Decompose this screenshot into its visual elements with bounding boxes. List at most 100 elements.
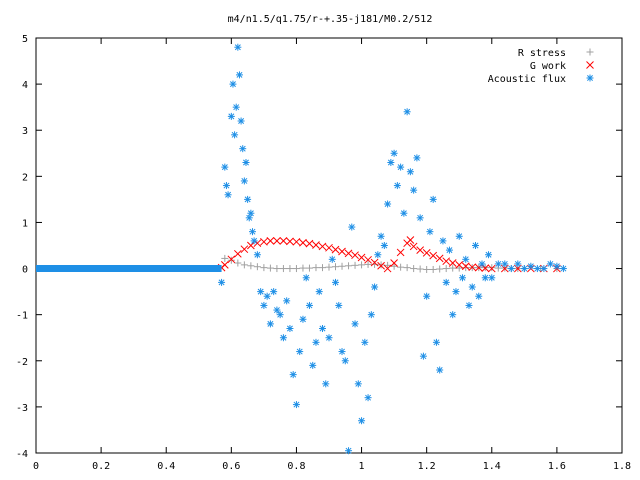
- data-point: [390, 259, 398, 267]
- data-point: [361, 338, 369, 346]
- data-point: [253, 263, 261, 271]
- data-point: [325, 334, 333, 342]
- y-tick-label: 2: [22, 172, 28, 183]
- x-tick-label: 1.6: [548, 461, 566, 472]
- y-tick-label: -1: [16, 311, 28, 322]
- data-point: [403, 264, 411, 272]
- data-point: [224, 191, 232, 199]
- data-point: [358, 417, 366, 425]
- y-tick-label: 4: [22, 80, 28, 91]
- data-point: [488, 264, 496, 272]
- x-tick-label: 0: [33, 461, 39, 472]
- data-point: [487, 264, 496, 273]
- x-tick-label: 1: [359, 461, 365, 472]
- data-point: [452, 288, 460, 296]
- data-point: [357, 253, 366, 262]
- data-point: [410, 186, 418, 194]
- data-point: [240, 261, 248, 269]
- data-point: [472, 242, 479, 249]
- data-point: [253, 251, 261, 259]
- data-point: [351, 251, 359, 260]
- data-point: [220, 261, 229, 269]
- data-point: [481, 274, 489, 282]
- data-point: [377, 232, 385, 240]
- data-point: [279, 334, 287, 342]
- x-tick-label: 1.4: [483, 461, 501, 472]
- data-point: [266, 320, 274, 328]
- data-point: [455, 264, 463, 272]
- data-point: [410, 265, 418, 273]
- data-point: [426, 228, 434, 236]
- data-point: [270, 288, 278, 296]
- legend-label: Acoustic flux: [488, 74, 566, 85]
- data-point: [260, 237, 268, 246]
- data-point: [266, 237, 275, 245]
- legend-label: R stress: [518, 48, 566, 59]
- y-tick-label: 1: [22, 218, 28, 229]
- data-point: [380, 242, 388, 249]
- data-point: [244, 195, 252, 203]
- data-point: [247, 262, 255, 270]
- data-point: [390, 262, 398, 270]
- data-point: [286, 237, 294, 246]
- data-point: [413, 154, 421, 162]
- data-point: [455, 261, 464, 269]
- data-point: [299, 315, 307, 323]
- legend-label: G work: [530, 61, 566, 72]
- data-point: [231, 131, 239, 139]
- data-point: [344, 249, 353, 258]
- data-point: [442, 265, 450, 273]
- data-point: [247, 241, 255, 250]
- data-point: [416, 214, 424, 222]
- data-point: [559, 265, 567, 273]
- data-point: [227, 112, 235, 120]
- data-point: [367, 311, 375, 319]
- data-point: [338, 348, 346, 356]
- data-point: [273, 237, 281, 245]
- data-point: [234, 259, 242, 267]
- data-point: [305, 239, 314, 248]
- data-point: [222, 182, 230, 190]
- data-point: [397, 263, 405, 271]
- x-tick-label: 0.6: [222, 461, 240, 472]
- data-point: [338, 247, 346, 256]
- data-point: [429, 251, 438, 260]
- data-point: [465, 301, 473, 309]
- data-point: [328, 255, 336, 263]
- data-point: [416, 265, 424, 273]
- data-point: [250, 237, 258, 245]
- data-point: [227, 255, 236, 264]
- series-g-work: [217, 236, 561, 273]
- x-tick-label: 1.2: [418, 461, 436, 472]
- legend: R stress G work Acoustic flux: [488, 48, 594, 85]
- data-point: [286, 265, 294, 273]
- data-point: [257, 288, 265, 296]
- data-point: [514, 260, 522, 268]
- data-point: [302, 274, 310, 282]
- y-tick-label: -4: [16, 449, 28, 460]
- data-point: [445, 246, 453, 254]
- data-point: [351, 261, 359, 269]
- data-point: [325, 243, 333, 252]
- data-point: [422, 249, 431, 257]
- data-point: [348, 223, 356, 231]
- data-point: [364, 255, 372, 264]
- data-point: [242, 159, 250, 166]
- data-point: [305, 264, 313, 272]
- data-point: [540, 265, 548, 273]
- legend-marker: [586, 61, 594, 69]
- series-acoustic-flux: [36, 43, 567, 455]
- data-point: [318, 242, 327, 251]
- data-point: [354, 380, 362, 388]
- data-point: [406, 236, 415, 244]
- data-point: [364, 260, 372, 268]
- data-point: [442, 278, 450, 286]
- x-tick-label: 0.8: [287, 461, 305, 472]
- data-point: [387, 159, 395, 166]
- data-point: [501, 260, 509, 268]
- data-point: [429, 195, 437, 203]
- data-point: [248, 228, 256, 236]
- data-point: [436, 366, 444, 374]
- data-point: [305, 301, 313, 309]
